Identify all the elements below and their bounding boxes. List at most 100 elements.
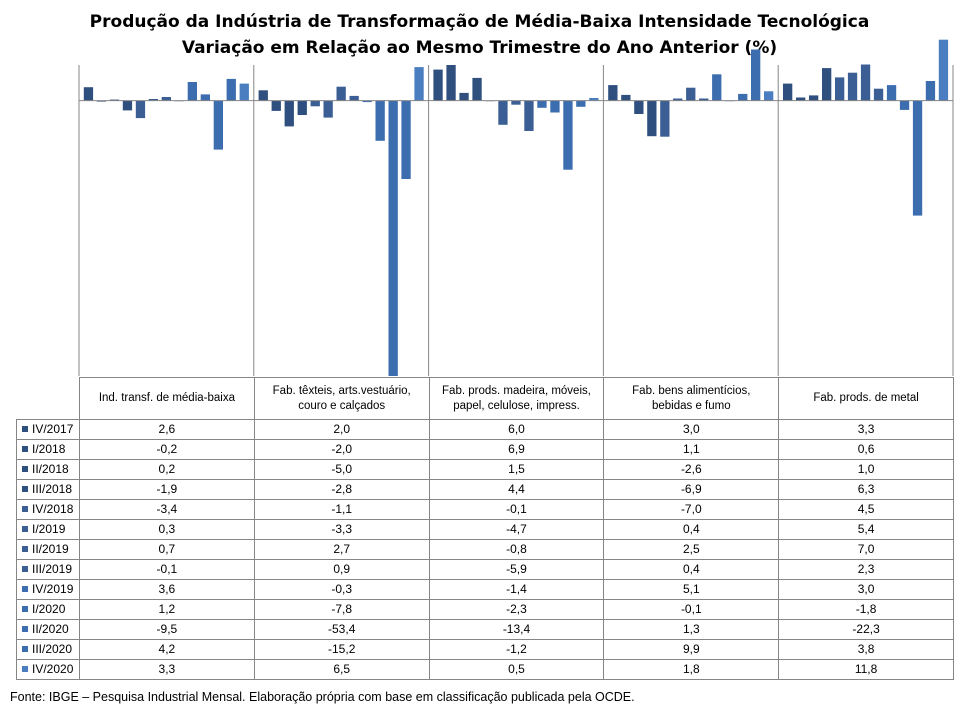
data-label: -2,3 <box>428 599 605 620</box>
data-label: -2,0 <box>253 439 430 460</box>
bar <box>912 100 923 216</box>
bar <box>258 90 268 101</box>
bar <box>550 100 560 113</box>
data-label: -0,3 <box>253 579 430 600</box>
legend-key <box>22 626 28 632</box>
category-label: Fab. bens alimentícios, bebidas e fumo <box>603 377 780 420</box>
table-row: III/2020 4,2 -15,2 -1,2 9,9 3,8 <box>16 639 954 660</box>
data-label: 1,8 <box>603 659 780 680</box>
bar <box>886 85 897 101</box>
data-label: -0,1 <box>428 499 605 520</box>
bar <box>401 100 411 179</box>
legend-key <box>22 586 28 592</box>
bar <box>925 81 936 101</box>
bar <box>375 100 385 141</box>
legend-entry: II/2020 <box>16 619 80 640</box>
chart-title: Produção da Indústria de Transformação d… <box>89 12 870 32</box>
data-label: -4,7 <box>428 519 605 540</box>
data-label: 1,2 <box>79 599 255 620</box>
data-label: 3,3 <box>79 659 255 680</box>
legend-entry: I/2020 <box>16 599 80 620</box>
data-label: 0,4 <box>603 559 780 580</box>
data-label: 1,5 <box>428 459 605 480</box>
legend-entry: III/2019 <box>16 559 80 580</box>
data-label: -1,4 <box>428 579 605 600</box>
data-label: 1,0 <box>778 459 954 480</box>
bar <box>899 100 910 110</box>
bar <box>96 100 107 102</box>
data-label: -0,8 <box>428 539 605 560</box>
bar <box>660 100 670 137</box>
bar <box>751 49 761 101</box>
data-label: 0,6 <box>778 439 954 460</box>
bar <box>783 83 793 101</box>
category-label: Fab. têxteis, arts.vestuário, couro e cal… <box>253 377 430 420</box>
data-label: -53,4 <box>253 619 430 640</box>
bar <box>576 100 586 107</box>
data-label: -3,3 <box>253 519 430 540</box>
table-row: II/2020 -9,5 -53,4 -13,4 1,3 -22,3 <box>16 619 954 640</box>
data-label: -3,4 <box>79 499 255 520</box>
table-row: I/2019 0,3 -3,3 -4,7 0,4 5,4 <box>16 519 954 540</box>
bar <box>809 95 819 101</box>
bar <box>414 67 424 101</box>
legend-key <box>22 426 28 432</box>
data-label: -1,9 <box>79 479 255 500</box>
bar <box>873 88 884 101</box>
bar <box>524 100 534 131</box>
table-row: II/2019 0,7 2,7 -0,8 2,5 7,0 <box>16 539 954 560</box>
table-row: I/2020 1,2 -7,8 -2,3 -0,1 -1,8 <box>16 599 954 620</box>
legend-key <box>22 486 28 492</box>
data-label: -6,9 <box>603 479 780 500</box>
bar <box>362 100 372 103</box>
bar <box>822 68 832 101</box>
data-label: -1,1 <box>253 499 430 520</box>
bar <box>738 93 748 101</box>
table-row: III/2018 -1,9 -2,8 4,4 -6,9 6,3 <box>16 479 954 500</box>
legend-key <box>22 646 28 652</box>
bar <box>472 77 482 101</box>
bar <box>271 100 281 111</box>
data-label: -5,0 <box>253 459 430 480</box>
chart-subtitle: Variação em Relação ao Mesmo Trimestre d… <box>181 38 778 58</box>
legend-entry: IV/2019 <box>16 579 80 600</box>
data-label: -22,3 <box>778 619 954 640</box>
data-label: 3,3 <box>778 419 954 440</box>
data-label: -5,9 <box>428 559 605 580</box>
bar <box>459 92 469 101</box>
legend-key <box>22 446 28 452</box>
legend-entry: I/2018 <box>16 439 80 460</box>
data-label: -1,8 <box>778 599 954 620</box>
data-label: -9,5 <box>79 619 255 640</box>
bar <box>148 99 158 101</box>
legend-key <box>22 566 28 572</box>
data-label: 0,3 <box>79 519 255 540</box>
bar <box>323 100 333 118</box>
legend-key <box>22 546 28 552</box>
bar <box>213 100 223 150</box>
data-label: 0,4 <box>603 519 780 540</box>
legend-key <box>22 606 28 612</box>
data-label: 7,0 <box>778 539 954 560</box>
category-label: Fab. prods. madeira, móveis, papel, celul… <box>428 377 605 420</box>
bar <box>349 95 359 101</box>
data-label: 6,3 <box>778 479 954 500</box>
bar <box>388 100 398 376</box>
bar <box>446 65 456 101</box>
table-row: I/2018 -0,2 -2,0 6,9 1,1 0,6 <box>16 439 954 460</box>
data-label: -0,2 <box>79 439 255 460</box>
legend-entry: III/2018 <box>16 479 80 500</box>
bar <box>83 87 94 101</box>
legend-key <box>22 526 28 532</box>
bar <box>122 100 133 111</box>
bar <box>608 85 618 101</box>
legend-entry: III/2020 <box>16 639 80 660</box>
data-label: -0,1 <box>79 559 255 580</box>
bar <box>433 69 443 101</box>
data-label: 0,7 <box>79 539 255 560</box>
bar <box>860 64 871 101</box>
bar <box>297 100 307 115</box>
data-label: 0,2 <box>79 459 255 480</box>
bar <box>336 86 346 101</box>
